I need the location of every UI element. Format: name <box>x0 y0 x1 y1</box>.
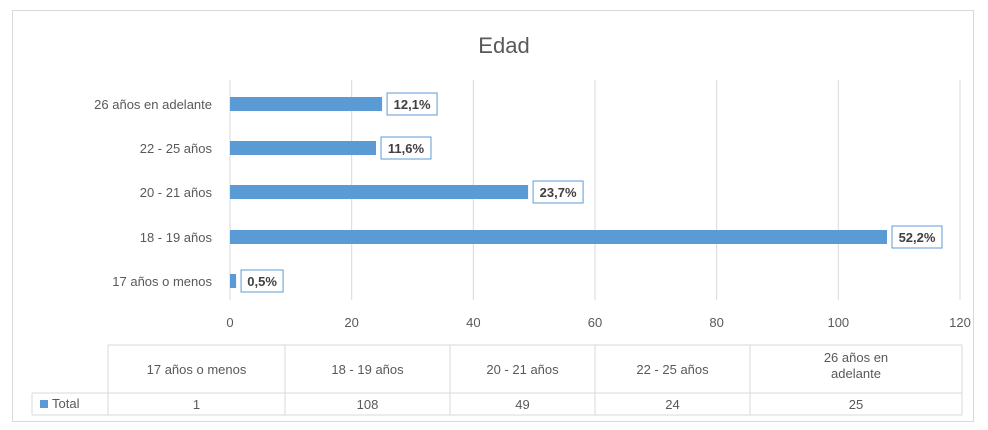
x-tick-label: 100 <box>827 315 849 330</box>
table-value: 108 <box>357 397 379 412</box>
data-label-box <box>380 136 432 160</box>
x-tick-label: 80 <box>709 315 723 330</box>
data-label-box <box>532 180 584 204</box>
table-value: 1 <box>193 397 200 412</box>
x-tick-label: 0 <box>226 315 233 330</box>
x-tick-label: 20 <box>344 315 358 330</box>
category-labels: 17 años o menos 18 - 19 años 20 - 21 años 2… <box>94 97 212 289</box>
data-label: 52,2% <box>899 230 936 245</box>
legend-swatch <box>40 400 48 408</box>
table-value: 25 <box>849 397 863 412</box>
table-value: 24 <box>665 397 679 412</box>
data-label-box <box>386 92 438 116</box>
data-label-box <box>891 225 943 249</box>
table-header: 22 - 25 años <box>636 362 709 377</box>
category-label: 22 - 25 años <box>140 141 213 156</box>
data-label: 23,7% <box>540 185 577 200</box>
bars <box>230 97 887 288</box>
data-label: 0,5% <box>247 274 277 289</box>
x-tick-label: 40 <box>466 315 480 330</box>
data-table: 17 años o menos 18 - 19 años 20 - 21 años 2… <box>31 344 963 416</box>
x-tick-label: 60 <box>588 315 602 330</box>
bar <box>230 230 887 244</box>
category-label: 26 años en adelante <box>94 97 212 112</box>
bar <box>230 141 376 155</box>
table-header: 20 - 21 años <box>486 362 559 377</box>
x-tick-label: 120 <box>949 315 971 330</box>
table-header: 26 años en adelante <box>824 350 888 381</box>
chart-title: Edad <box>478 33 529 58</box>
x-tick-labels: 0 20 40 60 80 100 120 <box>226 315 970 330</box>
gridlines <box>229 80 961 300</box>
category-label: 17 años o menos <box>112 274 212 289</box>
table-header: 18 - 19 años <box>331 362 404 377</box>
bar <box>230 97 383 111</box>
data-label: 11,6% <box>388 141 425 156</box>
category-label: 18 - 19 años <box>140 230 213 245</box>
chart-frame <box>12 10 974 422</box>
table-header: 17 años o menos <box>147 362 247 377</box>
data-label-box <box>240 269 284 293</box>
category-label: 20 - 21 años <box>140 185 213 200</box>
data-labels: 0,5% 52,2% 23,7% 11,6% 12,1% <box>240 92 943 293</box>
table-value: 49 <box>515 397 529 412</box>
legend-label: Total <box>52 396 80 411</box>
bar <box>230 185 529 199</box>
bar <box>230 274 237 288</box>
data-label: 12,1% <box>394 97 431 112</box>
